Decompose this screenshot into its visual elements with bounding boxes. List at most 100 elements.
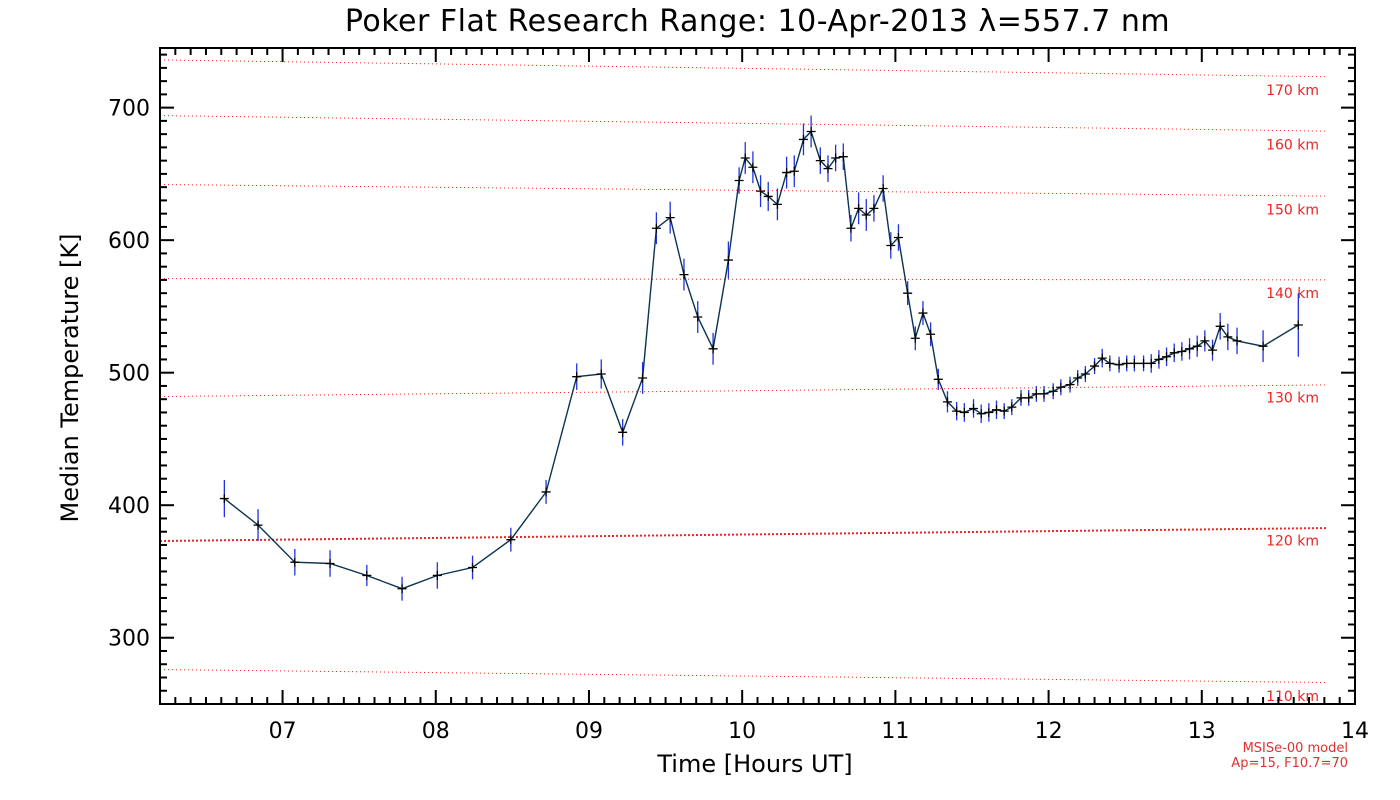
data-point-75 xyxy=(1177,346,1187,356)
data-point-54 xyxy=(1007,402,1017,412)
data-point-11 xyxy=(596,369,606,379)
y-tick-label-0: 300 xyxy=(108,627,150,652)
data-point-76 xyxy=(1185,344,1195,354)
data-point-63 xyxy=(1080,369,1090,379)
data-point-26 xyxy=(782,168,792,178)
data-point-7 xyxy=(468,562,478,572)
data-point-50 xyxy=(976,409,986,419)
data-point-15 xyxy=(665,213,675,223)
data-point-12 xyxy=(618,427,628,437)
x-tick-label-7: 14 xyxy=(1341,719,1369,744)
data-point-39 xyxy=(886,240,896,250)
data-point-67 xyxy=(1114,360,1124,370)
data-point-21 xyxy=(740,153,750,163)
model-line-label-1: 120 km xyxy=(1266,534,1319,550)
data-point-18 xyxy=(708,344,718,354)
model-line-5 xyxy=(159,115,1328,132)
data-point-72 xyxy=(1154,354,1164,364)
temperature-series xyxy=(219,115,1303,601)
y-tick-label-1: 400 xyxy=(108,494,150,519)
data-point-43 xyxy=(918,308,928,318)
data-point-42 xyxy=(910,333,920,343)
data-point-58 xyxy=(1039,389,1049,399)
data-point-22 xyxy=(748,162,758,172)
model-line-label-4: 150 km xyxy=(1266,202,1319,218)
y-axis: 300 400 500 600 700 xyxy=(108,53,1355,705)
data-point-33 xyxy=(838,152,848,162)
data-point-45 xyxy=(933,374,943,384)
data-point-55 xyxy=(1016,393,1026,403)
model-line-0 xyxy=(159,669,1328,683)
model-line-1 xyxy=(159,527,1328,542)
data-point-41 xyxy=(903,288,913,298)
data-point-47 xyxy=(952,406,962,416)
data-point-69 xyxy=(1129,358,1139,368)
x-tick-label-2: 09 xyxy=(575,719,603,744)
model-note-line-2: Ap=15, F10.7=70 xyxy=(1231,756,1348,771)
data-point-20 xyxy=(734,176,744,186)
y-axis-label: Median Temperature [K] xyxy=(56,233,84,522)
x-tick-label-3: 10 xyxy=(728,719,756,744)
data-point-3 xyxy=(325,559,335,569)
data-point-0 xyxy=(219,494,229,504)
data-point-48 xyxy=(959,407,969,417)
data-point-16 xyxy=(679,270,689,280)
data-point-44 xyxy=(926,329,936,339)
data-point-81 xyxy=(1223,332,1233,342)
data-point-64 xyxy=(1090,361,1100,371)
data-point-10 xyxy=(572,372,582,382)
data-point-5 xyxy=(397,584,407,594)
data-point-28 xyxy=(798,134,808,144)
series-line xyxy=(223,130,1299,590)
data-point-68 xyxy=(1122,358,1132,368)
data-point-6 xyxy=(432,570,442,580)
model-line-4 xyxy=(159,184,1328,197)
data-point-65 xyxy=(1097,353,1107,363)
data-point-19 xyxy=(723,255,733,265)
data-point-35 xyxy=(854,203,864,213)
x-axis: 07 08 09 10 11 12 13 14 xyxy=(159,48,1369,744)
data-point-77 xyxy=(1192,341,1202,351)
data-point-51 xyxy=(984,407,994,417)
data-point-49 xyxy=(969,403,979,413)
model-line-label-3: 140 km xyxy=(1266,286,1319,302)
data-point-36 xyxy=(861,210,871,220)
data-point-78 xyxy=(1200,336,1210,346)
model-line-label-5: 160 km xyxy=(1266,137,1319,153)
data-point-82 xyxy=(1232,336,1242,346)
data-point-2 xyxy=(290,557,300,567)
y-tick-label-2: 500 xyxy=(108,362,150,387)
data-point-84 xyxy=(1293,320,1303,330)
model-line-label-0: 110 km xyxy=(1266,689,1319,705)
data-point-23 xyxy=(756,186,766,196)
data-point-1 xyxy=(253,520,263,530)
data-point-25 xyxy=(772,199,782,209)
y-tick-label-4: 700 xyxy=(108,97,150,122)
x-tick-label-1: 08 xyxy=(422,719,450,744)
model-note-line-1: MSISe-00 model xyxy=(1242,741,1348,756)
x-tick-label-4: 11 xyxy=(881,719,909,744)
data-point-56 xyxy=(1024,393,1034,403)
model-note: MSISe-00 model Ap=15, F10.7=70 xyxy=(1231,741,1348,771)
data-point-66 xyxy=(1105,358,1115,368)
data-point-61 xyxy=(1065,380,1075,390)
x-axis-label: Time [Hours UT] xyxy=(656,750,852,778)
model-line-label-2: 130 km xyxy=(1266,391,1319,407)
y-tick-label-3: 600 xyxy=(108,229,150,254)
data-point-13 xyxy=(638,373,648,383)
data-point-30 xyxy=(815,156,825,166)
data-point-57 xyxy=(1031,389,1041,399)
data-point-60 xyxy=(1056,382,1066,392)
model-line-3 xyxy=(159,278,1328,281)
data-point-40 xyxy=(893,233,903,243)
data-point-70 xyxy=(1139,358,1149,368)
x-tick-label-0: 07 xyxy=(269,719,297,744)
plot-frame xyxy=(159,47,1356,705)
data-point-4 xyxy=(362,570,372,580)
data-point-24 xyxy=(763,191,773,201)
data-point-79 xyxy=(1208,345,1218,355)
data-point-80 xyxy=(1215,321,1225,331)
data-point-83 xyxy=(1258,341,1268,351)
x-tick-label-5: 12 xyxy=(1035,719,1063,744)
